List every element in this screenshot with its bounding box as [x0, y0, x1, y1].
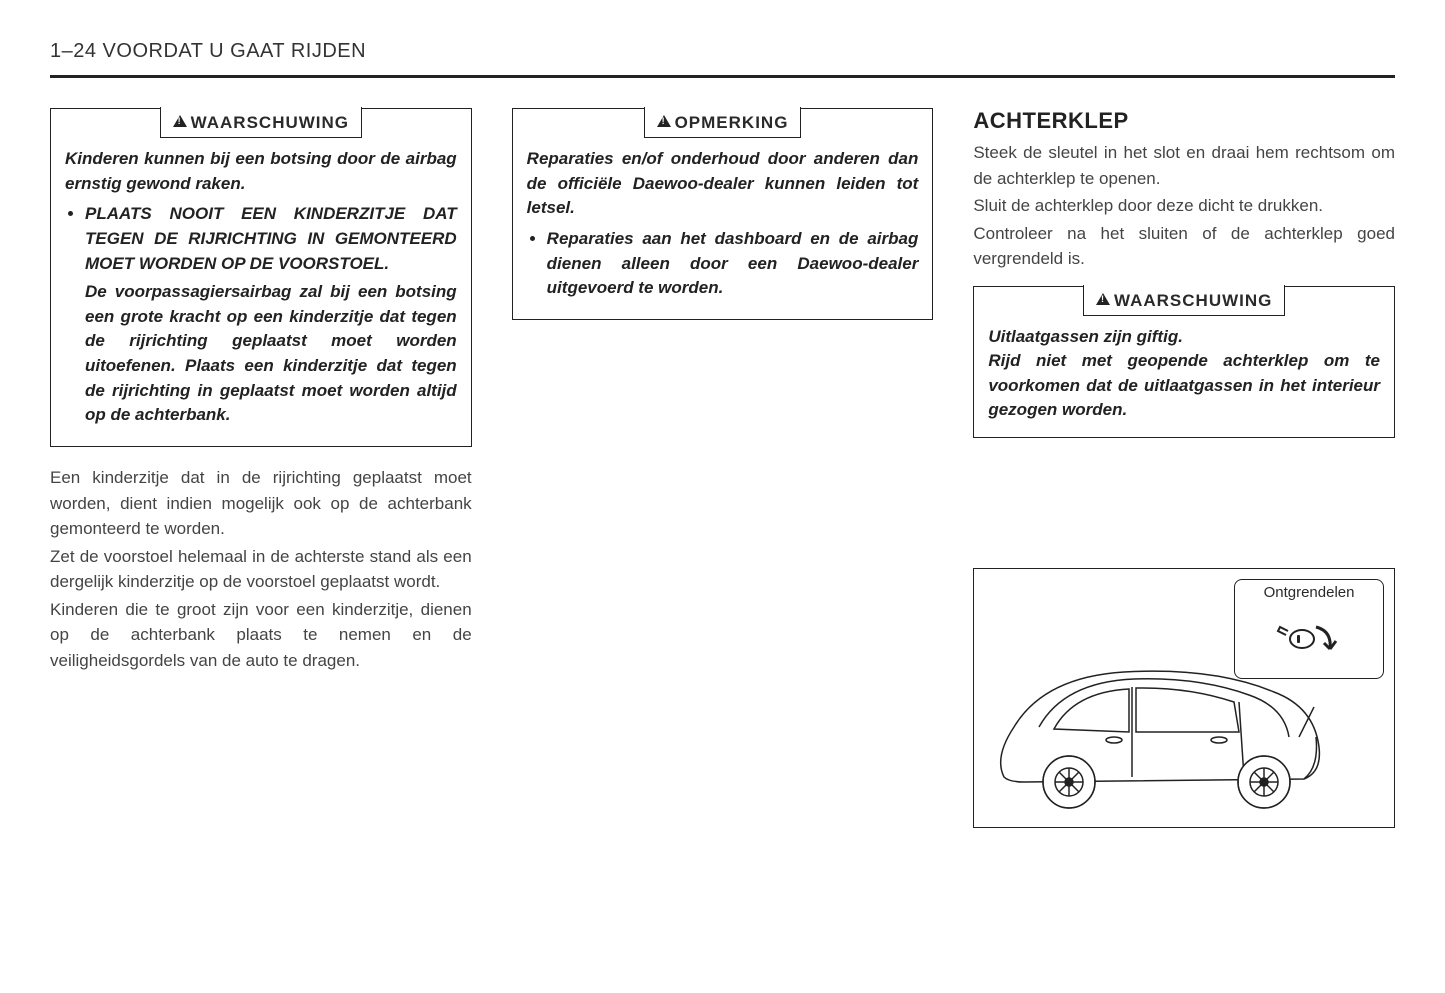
warning-triangle-icon	[173, 115, 187, 127]
page-columns: WAARSCHUWING Kinderen kunnen bij een bot…	[50, 108, 1395, 828]
column-2: OPMERKING Reparaties en/of onderhoud doo…	[512, 108, 934, 828]
warning-body: Kinderen kunnen bij een botsing door de …	[65, 147, 457, 428]
warning-list: PLAATS NOOIT EEN KINDERZITJE DAT TEGEN D…	[65, 202, 457, 428]
note-bullet: Reparaties aan het dashboard en de airba…	[547, 227, 919, 301]
header-rule	[50, 75, 1395, 78]
warning-title-text-2: WAARSCHUWING	[1114, 291, 1272, 310]
warning-bullet-sub: De voorpassagiersairbag zal bij een bots…	[85, 280, 457, 428]
note-list: Reparaties aan het dashboard en de airba…	[527, 227, 919, 301]
warning-title-wrap: WAARSCHUWING	[65, 108, 457, 139]
warning-box-exhaust: WAARSCHUWING Uitlaatgassen zijn giftig. …	[973, 286, 1395, 439]
unlock-callout: Ontgrendelen	[1234, 579, 1384, 679]
col3-para2: Sluit de achterklep door deze dicht te d…	[973, 193, 1395, 219]
warning-title-wrap-2: WAARSCHUWING	[988, 286, 1380, 317]
col1-para1: Een kinderzitje dat in de rijrichting ge…	[50, 465, 472, 542]
note-title-wrap: OPMERKING	[527, 108, 919, 139]
warning-bullet-main: PLAATS NOOIT EEN KINDERZITJE DAT TEGEN D…	[85, 204, 457, 272]
warning-title: WAARSCHUWING	[160, 107, 362, 138]
warning-triangle-icon	[657, 115, 671, 127]
column-1: WAARSCHUWING Kinderen kunnen bij een bot…	[50, 108, 472, 828]
section-title-achterklep: ACHTERKLEP	[973, 108, 1395, 134]
callout-label: Ontgrendelen	[1235, 584, 1383, 601]
warning2-line2: Rijd niet met geopende achterklep om te …	[988, 349, 1380, 423]
col1-para2: Zet de voorstoel helemaal in de achterst…	[50, 544, 472, 595]
col1-body: Een kinderzitje dat in de rijrichting ge…	[50, 465, 472, 673]
note-intro: Reparaties en/of onderhoud door anderen …	[527, 147, 919, 221]
col3-body: Steek de sleutel in het slot en draai he…	[973, 140, 1395, 272]
col3-para3: Controleer na het sluiten of de achterkl…	[973, 221, 1395, 272]
page-header: 1–24 VOORDAT U GAAT RIJDEN	[50, 40, 1395, 63]
warning-title-text: WAARSCHUWING	[191, 113, 349, 132]
note-box-repairs: OPMERKING Reparaties en/of onderhoud doo…	[512, 108, 934, 320]
warning2-line1: Uitlaatgassen zijn giftig.	[988, 325, 1380, 350]
warning-body-2: Uitlaatgassen zijn giftig. Rijd niet met…	[988, 325, 1380, 424]
warning-intro: Kinderen kunnen bij een botsing door de …	[65, 147, 457, 196]
note-title-text: OPMERKING	[675, 113, 789, 132]
key-turn-icon	[1274, 609, 1344, 668]
col3-para1: Steek de sleutel in het slot en draai he…	[973, 140, 1395, 191]
warning-triangle-icon	[1096, 293, 1110, 305]
car-figure: Ontgrendelen	[973, 568, 1395, 828]
col1-para3: Kinderen die te groot zijn voor een kind…	[50, 597, 472, 674]
column-3: ACHTERKLEP Steek de sleutel in het slot …	[973, 108, 1395, 828]
note-title: OPMERKING	[644, 107, 802, 138]
warning-box-airbag: WAARSCHUWING Kinderen kunnen bij een bot…	[50, 108, 472, 447]
warning-bullet: PLAATS NOOIT EEN KINDERZITJE DAT TEGEN D…	[85, 202, 457, 428]
warning-title-2: WAARSCHUWING	[1083, 285, 1285, 316]
note-body: Reparaties en/of onderhoud door anderen …	[527, 147, 919, 301]
